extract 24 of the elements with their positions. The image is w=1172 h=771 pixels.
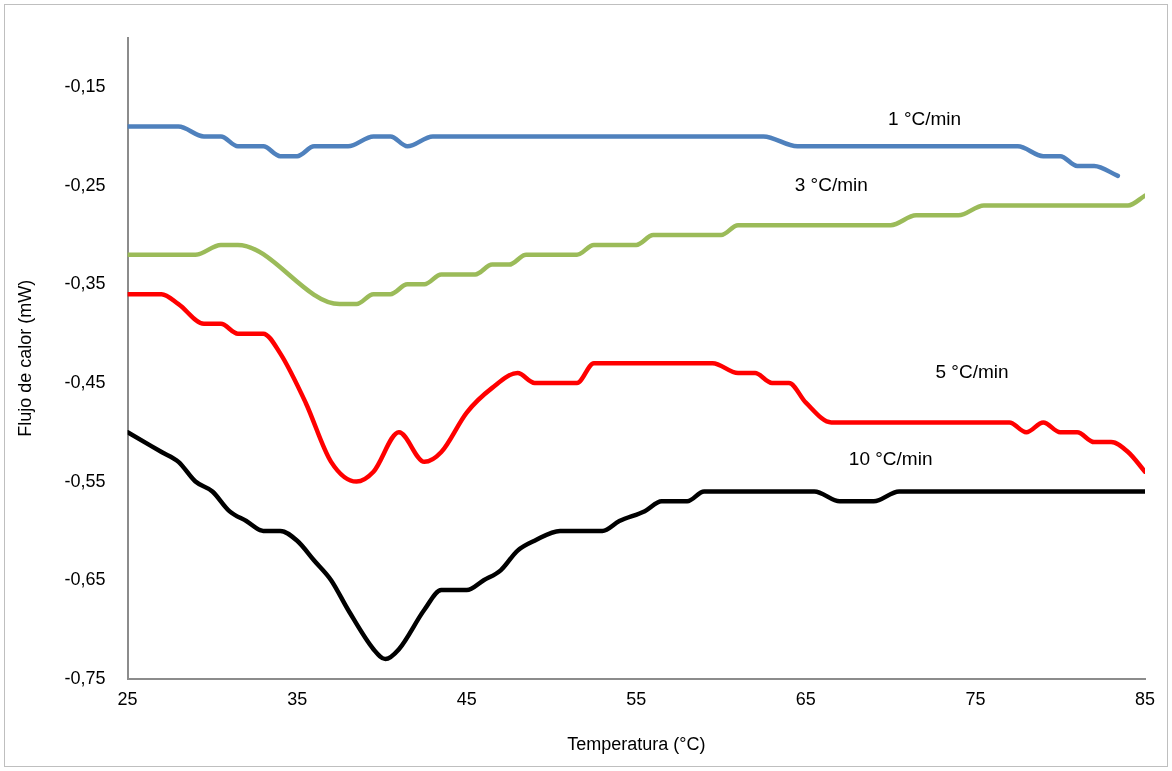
x-tick-label: 25 xyxy=(117,688,138,709)
series-label: 10 °C/min xyxy=(848,448,933,470)
line-series xyxy=(127,124,1121,179)
series-label: 3 °C/min xyxy=(794,173,868,195)
y-tick-label: -0,15 xyxy=(64,76,106,97)
x-tick-label: 75 xyxy=(965,688,986,709)
y-tick-label: -0,35 xyxy=(64,273,106,294)
series-label: 1 °C/min xyxy=(888,107,962,129)
y-tick-label: -0,65 xyxy=(64,569,106,590)
x-axis-title: Temperatura (°C) xyxy=(567,734,706,755)
line-series xyxy=(127,430,1145,662)
x-tick-label: 65 xyxy=(795,688,816,709)
y-tick-label: -0,45 xyxy=(64,371,106,392)
line-series xyxy=(127,291,1145,484)
x-tick-label: 55 xyxy=(626,688,647,709)
line-series xyxy=(127,193,1145,307)
x-tick-label: 45 xyxy=(456,688,477,709)
x-tick-label: 85 xyxy=(1134,688,1156,709)
y-axis-title: Flujo de calor (mW) xyxy=(14,279,35,437)
y-tick-label: -0,25 xyxy=(64,174,106,195)
y-tick-label: -0,55 xyxy=(64,470,106,491)
y-tick-label: -0,75 xyxy=(64,667,106,688)
text: 5 °C/min xyxy=(935,361,1009,383)
x-tick-label: 35 xyxy=(287,688,308,709)
